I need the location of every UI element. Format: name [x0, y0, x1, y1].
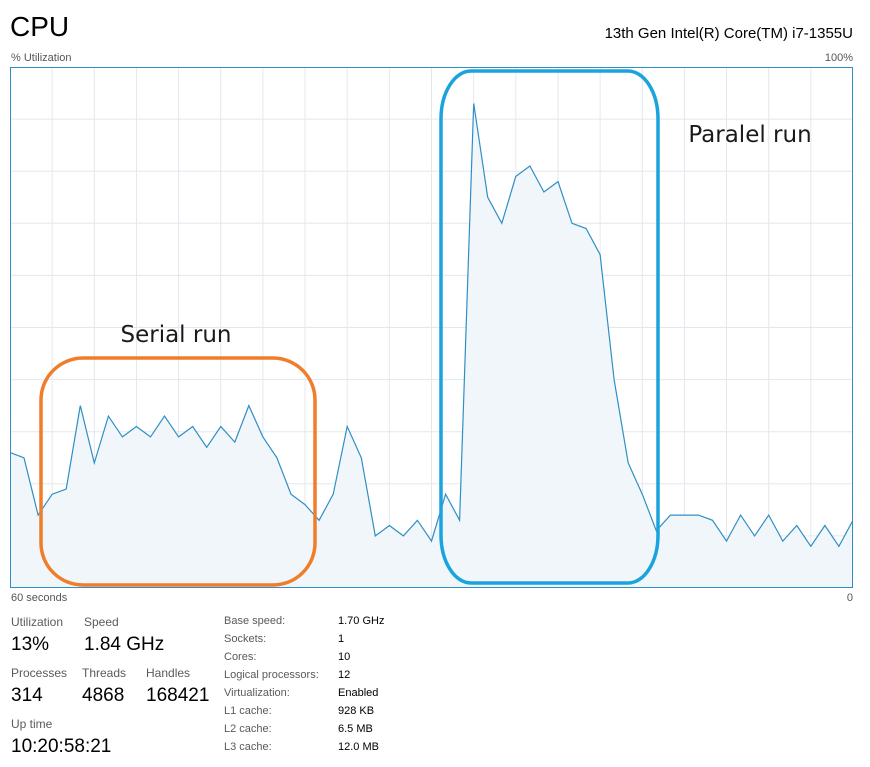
utilization-line: [10, 103, 853, 548]
detail-row: L2 cache: 6.5 MB: [224, 723, 424, 741]
threads-value: 4868: [82, 685, 125, 706]
detail-key: L2 cache:: [224, 723, 272, 735]
cpu-utilization-graph[interactable]: Serial run Paralel run: [10, 67, 853, 588]
processes-value: 314: [11, 685, 43, 706]
detail-key: Virtualization:: [224, 687, 290, 699]
detail-key: Base speed:: [224, 615, 286, 627]
utilization-value: 13%: [11, 634, 50, 655]
utilization-series: [10, 103, 853, 588]
detail-value: 10: [338, 651, 351, 663]
parallel-run-highlight-box: [439, 69, 660, 585]
detail-row: Logical processors: 12: [224, 669, 424, 687]
detail-row: L3 cache: 12.0 MB: [224, 741, 424, 759]
detail-key: Cores:: [224, 651, 257, 663]
detail-row: Base speed: 1.70 GHz: [224, 615, 424, 633]
detail-value: Enabled: [338, 687, 379, 699]
y-axis-max-label: 100%: [824, 52, 853, 64]
cpu-details-list: Base speed: 1.70 GHz Sockets: 1 Cores: 1…: [224, 615, 424, 759]
cpu-model-name: 13th Gen Intel(R) Core(TM) i7-1355U: [604, 25, 853, 42]
x-axis-left-label: 60 seconds: [11, 592, 68, 604]
detail-value: 12: [338, 669, 351, 681]
utilization-label: Utilization: [11, 615, 64, 629]
detail-value: 12.0 MB: [338, 741, 379, 753]
serial-run-highlight-box: [39, 356, 317, 587]
uptime-value: 10:20:58:21: [11, 736, 112, 757]
detail-value: 1.70 GHz: [338, 615, 385, 627]
threads-label: Threads: [82, 666, 127, 680]
detail-row: Cores: 10: [224, 651, 424, 669]
detail-key: L3 cache:: [224, 741, 272, 753]
detail-key: Logical processors:: [224, 669, 319, 681]
detail-value: 928 KB: [338, 705, 375, 717]
detail-value: 6.5 MB: [338, 723, 373, 735]
x-axis-right-label: 0: [846, 592, 853, 604]
speed-label: Speed: [84, 615, 119, 629]
y-axis-label: % Utilization: [11, 52, 72, 64]
graph-border: [10, 67, 853, 588]
page-title: CPU: [10, 11, 70, 42]
detail-row: Virtualization: Enabled: [224, 687, 424, 705]
utilization-area-fill: [10, 103, 853, 588]
handles-value: 168421: [146, 685, 210, 706]
detail-row: L1 cache: 928 KB: [224, 705, 424, 723]
detail-key: Sockets:: [224, 633, 267, 645]
parallel-run-label: Paralel run: [688, 122, 811, 148]
uptime-label: Up time: [11, 717, 53, 731]
processes-label: Processes: [11, 666, 68, 680]
handles-label: Handles: [146, 666, 191, 680]
speed-value: 1.84 GHz: [84, 634, 165, 655]
detail-key: L1 cache:: [224, 705, 272, 717]
serial-run-label: Serial run: [120, 322, 231, 348]
detail-row: Sockets: 1: [224, 633, 424, 651]
detail-value: 1: [338, 633, 345, 645]
